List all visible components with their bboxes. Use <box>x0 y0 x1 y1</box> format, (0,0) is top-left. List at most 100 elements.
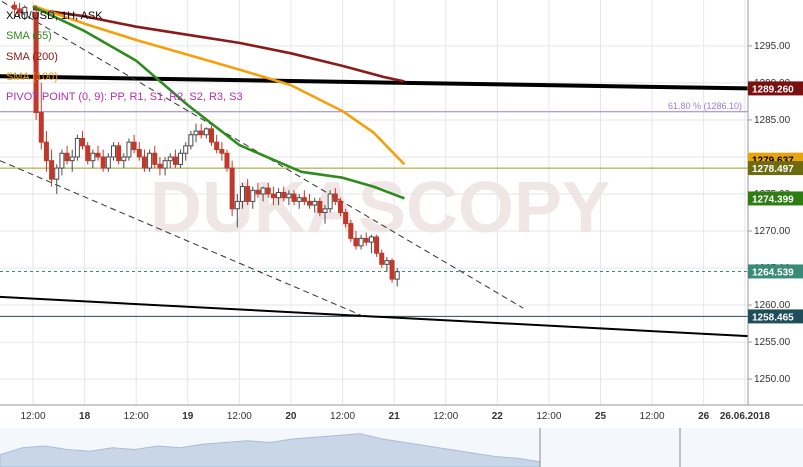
x-tick-label: 12:00 <box>20 411 45 422</box>
candle-body <box>147 152 153 169</box>
trendline-support-solid <box>0 295 749 338</box>
candle-body <box>198 130 204 136</box>
candle-body <box>239 186 245 202</box>
x-tick-label: 22 <box>492 411 504 422</box>
candle-body <box>389 260 395 280</box>
candle-body <box>172 156 178 165</box>
price-badge-label: 1278.497 <box>752 164 794 175</box>
trendline-resistance-thick <box>0 74 749 91</box>
price-badge-label: 1289.260 <box>752 84 794 95</box>
y-tick-label: 1255.00 <box>754 337 791 348</box>
price-badge-label: 1264.539 <box>752 267 794 278</box>
x-tick-label: 19 <box>182 411 194 422</box>
candle-body <box>64 152 70 162</box>
series-sma-200- <box>32 7 405 83</box>
price-badge <box>748 81 803 96</box>
candle-body <box>343 211 349 225</box>
candle-body <box>33 12 39 114</box>
x-tick-label: 21 <box>389 411 401 422</box>
candle-body <box>245 186 251 202</box>
candle-body <box>281 192 287 199</box>
candle-body <box>69 156 75 162</box>
candle-body <box>90 152 96 162</box>
x-tick-label: 12:00 <box>640 411 665 422</box>
y-tick-label: 1285.00 <box>754 115 791 126</box>
candle-body <box>368 236 374 243</box>
y-tick-label: 1295.00 <box>754 41 791 52</box>
trendline-channel-lower <box>0 160 364 317</box>
candle-body <box>255 189 261 195</box>
candle-body <box>332 193 338 202</box>
candle-body <box>54 167 60 180</box>
legend-sma-55: SMA (55) <box>6 30 52 42</box>
candle-body <box>265 187 271 195</box>
candle-body <box>11 4 17 10</box>
candle-body <box>276 192 282 199</box>
candle-body <box>219 149 225 154</box>
candle-body <box>353 237 359 247</box>
candle-body <box>374 236 380 254</box>
x-tick-label: 26.06.2018 <box>720 411 770 422</box>
candle-body <box>234 200 240 210</box>
x-tick-label: 18 <box>79 411 91 422</box>
x-tick-label: 20 <box>285 411 297 422</box>
candle-body <box>43 141 49 162</box>
candle-body <box>327 193 333 210</box>
candle-body <box>126 141 132 158</box>
candle-body <box>183 145 189 154</box>
candle-body <box>59 152 65 169</box>
candle-body <box>121 156 127 162</box>
candle-body <box>49 160 55 180</box>
candle-body <box>80 137 86 147</box>
candle-body <box>317 200 323 213</box>
price-badge <box>748 264 803 279</box>
price-badge <box>748 191 803 206</box>
candle-body <box>312 200 318 206</box>
grid-layer: DUKASCOPY <box>0 0 748 405</box>
legend-sma-200: SMA (200) <box>6 51 58 63</box>
candle-body <box>358 237 364 247</box>
candle-body <box>394 271 400 280</box>
candle-body <box>152 152 158 165</box>
candle-body <box>157 163 163 169</box>
candle-body <box>178 152 184 165</box>
candle-body <box>286 193 292 199</box>
candle-body <box>384 260 390 265</box>
legend: XAU/USD, 1H, ASK SMA (55) SMA (200) SMA … <box>6 10 243 103</box>
candle-body <box>209 128 215 143</box>
candle-body <box>85 145 91 162</box>
candle-body <box>38 112 44 143</box>
candle-body <box>379 252 385 265</box>
candle-body <box>307 200 313 206</box>
candle-body <box>131 141 137 151</box>
x-tick-label: 12:00 <box>433 411 458 422</box>
candle-body <box>363 237 369 243</box>
x-tick-label: 12:00 <box>536 411 561 422</box>
candle-body <box>100 156 106 169</box>
x-tick-label: 12:00 <box>330 411 355 422</box>
candle-body <box>224 152 230 169</box>
candle-body <box>162 160 168 169</box>
moving-averages <box>32 4 406 200</box>
candlesticks <box>11 1 400 287</box>
volume-overview-panel <box>0 428 803 467</box>
series-sma-55- <box>32 5 405 200</box>
price-badges: 1289.2601279.6371278.4971274.3991264.539… <box>748 81 803 324</box>
overview-area <box>0 433 541 467</box>
x-tick-label: 25 <box>595 411 607 422</box>
candle-body <box>203 128 209 136</box>
series-sma-100- <box>32 4 406 166</box>
y-tick-label: 1250.00 <box>754 374 791 385</box>
candle-body <box>337 200 343 213</box>
candle-body <box>22 6 28 14</box>
candle-body <box>17 8 23 14</box>
level-label-fib-61.8: 61.80 % (1286.10) <box>668 101 742 111</box>
price-badge-label: 1274.399 <box>752 194 794 205</box>
trendlines <box>0 1 749 338</box>
x-tick-label: 26 <box>698 411 710 422</box>
candle-body <box>95 152 101 158</box>
legend-pivot-point: PIVOT POINT (0, 9): PP, R1, S1, R2, S2, … <box>6 91 243 103</box>
candle-body <box>270 193 276 199</box>
